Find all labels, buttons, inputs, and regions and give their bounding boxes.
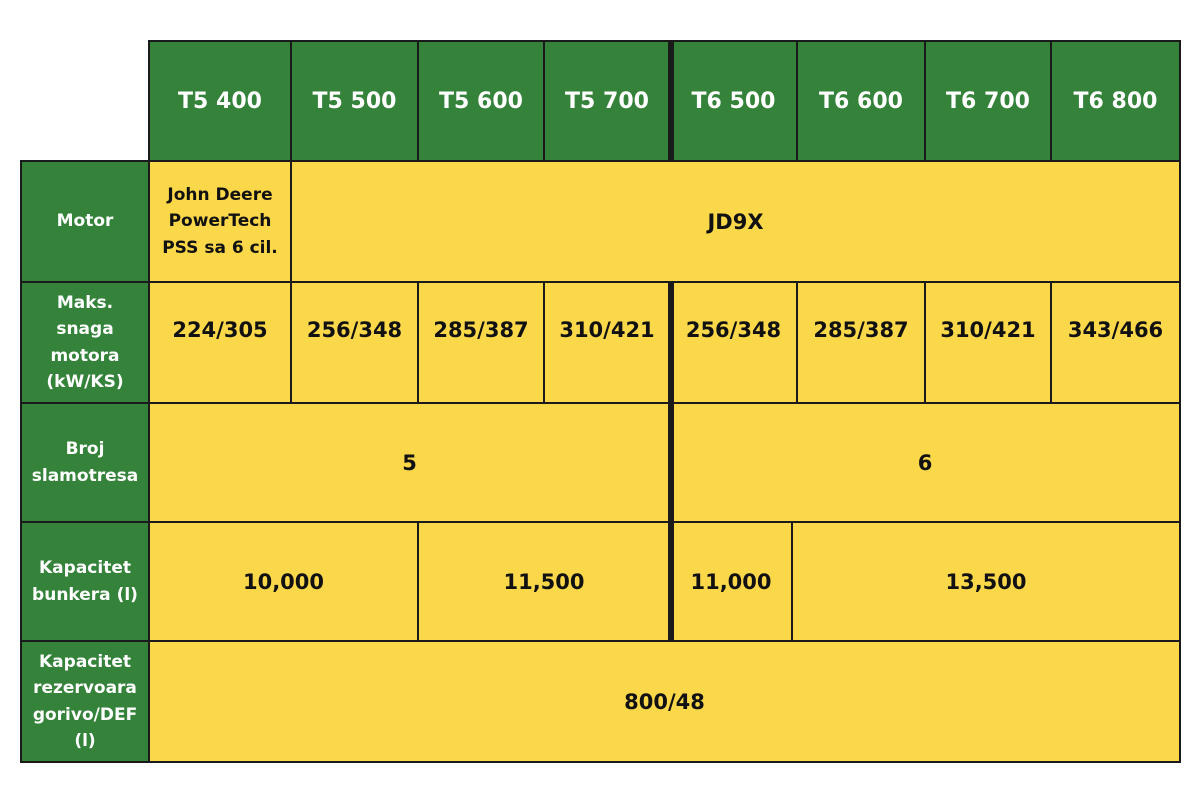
power-t5-500: 256/348	[291, 282, 418, 378]
tank-t5-400-500: 10,000	[149, 522, 418, 641]
grid-line	[20, 761, 1181, 763]
grid-line	[20, 281, 1181, 283]
header-t5-700: T5 700	[544, 41, 670, 161]
grid-line	[148, 40, 1181, 42]
power-t6-800: 343/466	[1051, 282, 1180, 378]
grid-line	[1179, 40, 1181, 763]
grid-line	[20, 402, 1181, 404]
grid-line	[1050, 40, 1052, 161]
grid-line	[543, 282, 545, 403]
grid-line	[668, 40, 674, 161]
grid-line	[796, 40, 798, 161]
grid-line	[668, 282, 674, 641]
power-t6-700: 310/421	[925, 282, 1051, 378]
row-label-motor: Motor	[21, 161, 149, 282]
power-row-fill	[149, 378, 1180, 403]
power-t5-700: 310/421	[544, 282, 670, 378]
motor-jd9x: JD9X	[291, 161, 1180, 282]
header-t6-500: T6 500	[670, 41, 797, 161]
grid-line	[20, 640, 1181, 642]
power-t6-600: 285/387	[797, 282, 925, 378]
grid-line	[290, 282, 292, 403]
row-label-fuel: Kapacitet rezervoara gorivo/DEF (l)	[21, 641, 149, 762]
walkers-t5: 5	[149, 403, 670, 522]
grid-line	[791, 522, 793, 641]
power-t6-500: 256/348	[670, 282, 797, 378]
grid-line	[290, 40, 292, 282]
row-label-walkers: Broj slamotresa	[21, 403, 149, 522]
row-label-tank: Kapacitet bunkera (l)	[21, 522, 149, 641]
grid-line	[20, 160, 22, 763]
header-t5-400: T5 400	[149, 41, 291, 161]
grid-line	[924, 282, 926, 403]
grid-line	[20, 160, 1181, 162]
fuel-all: 800/48	[149, 641, 1180, 762]
tank-t5-600-700: 11,500	[418, 522, 670, 641]
grid-line	[20, 521, 1181, 523]
motor-t5-400: John Deere PowerTech PSS sa 6 cil.	[149, 161, 291, 282]
grid-line	[148, 40, 150, 763]
grid-line	[796, 282, 798, 403]
power-t5-600: 285/387	[418, 282, 544, 378]
tank-t6-500: 11,000	[670, 522, 792, 641]
grid-line	[417, 522, 419, 641]
grid-line	[417, 282, 419, 403]
grid-line	[924, 40, 926, 161]
power-t5-400: 224/305	[149, 282, 291, 378]
grid-line	[543, 40, 545, 161]
header-t6-600: T6 600	[797, 41, 925, 161]
walkers-t6: 6	[670, 403, 1180, 522]
header-t6-700: T6 700	[925, 41, 1051, 161]
header-t5-500: T5 500	[291, 41, 418, 161]
header-t5-600: T5 600	[418, 41, 544, 161]
row-label-power: Maks. snaga motora (kW/KS)	[21, 282, 149, 403]
tank-t6-600-800: 13,500	[792, 522, 1180, 641]
header-t6-800: T6 800	[1051, 41, 1180, 161]
grid-line	[417, 40, 419, 161]
grid-line	[1050, 282, 1052, 403]
